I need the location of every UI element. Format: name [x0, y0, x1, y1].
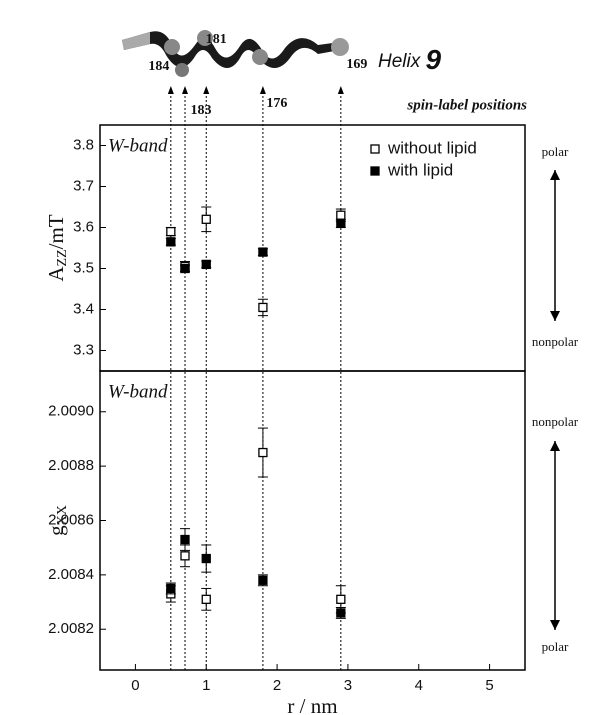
x-tick-label: 5	[485, 677, 493, 694]
residue-label: 183	[191, 103, 212, 118]
side-label: nonpolar	[532, 414, 579, 429]
residue-label: 176	[266, 96, 287, 111]
panel-annotation: W-band	[108, 381, 168, 402]
x-tick-label: 3	[344, 677, 352, 694]
guide-arrow	[203, 86, 210, 94]
guide-arrow	[337, 86, 344, 94]
guide-arrow	[259, 86, 266, 94]
y-tick-label: 2.0086	[48, 511, 94, 528]
positions-label: spin-label positions	[406, 97, 527, 113]
data-point	[336, 210, 346, 220]
data-point	[336, 594, 346, 604]
y-label-main: g	[44, 525, 68, 536]
helix-number: 9	[426, 44, 442, 75]
data-point	[201, 553, 211, 564]
data-point	[258, 247, 268, 257]
y-tick-label: 2.0084	[48, 566, 94, 583]
x-tick-label: 1	[202, 677, 210, 694]
x-tick-label: 0	[131, 677, 139, 694]
data-point	[258, 302, 268, 313]
x-axis-label: r / nm	[287, 694, 337, 715]
y-tick-label: 3.3	[73, 341, 94, 358]
y-tick-label: 3.7	[73, 177, 94, 194]
panel-annotation: W-band	[108, 135, 168, 156]
legend-marker	[370, 166, 380, 176]
side-label: polar	[542, 144, 569, 159]
y-tick-label: 2.0088	[48, 457, 94, 474]
data-point	[336, 218, 346, 229]
data-point	[180, 534, 190, 545]
data-point	[180, 263, 190, 274]
y-tick-label: 3.4	[73, 300, 94, 317]
y-axis-label: AZZ/mT	[44, 214, 70, 281]
data-point	[166, 583, 176, 594]
data-point	[201, 214, 211, 224]
y-tick-label: 2.0082	[48, 620, 94, 637]
side-arrowhead	[550, 170, 560, 180]
data-point	[180, 551, 190, 561]
legend-label: with lipid	[387, 160, 453, 179]
data-point	[336, 608, 346, 618]
y-tick-label: 3.5	[73, 259, 94, 276]
helix-ribbon	[122, 30, 349, 77]
helix-label: Helix 9	[378, 44, 442, 75]
side-label: polar	[542, 639, 569, 654]
x-tick-label: 4	[415, 677, 423, 694]
residue-label: 184	[148, 59, 169, 74]
residue-label: 169	[346, 57, 367, 72]
x-tick-label: 2	[273, 677, 281, 694]
side-arrowhead	[550, 620, 560, 630]
guide-arrow	[182, 86, 188, 94]
y-label-sub: ZZ	[55, 249, 70, 266]
data-point	[166, 226, 176, 237]
y-tick-label: 3.6	[73, 218, 94, 235]
y-tick-label: 3.8	[73, 136, 94, 153]
y-tick-label: 2.0090	[48, 403, 94, 420]
side-arrowhead	[550, 311, 560, 321]
helix-word: Helix	[378, 51, 422, 72]
legend-marker	[370, 144, 380, 154]
y-label-unit: /mT	[44, 214, 68, 249]
side-arrowhead	[550, 441, 560, 451]
residue-label: 181	[206, 32, 227, 47]
guide-arrow	[167, 86, 174, 94]
y-axis-label: gXX	[44, 505, 70, 536]
data-point	[258, 447, 268, 458]
data-point	[258, 575, 268, 585]
plot-frame	[99, 370, 526, 671]
data-point	[201, 259, 211, 270]
y-label-main: A	[44, 266, 68, 282]
data-point	[201, 594, 211, 604]
data-point	[166, 237, 176, 247]
side-label: nonpolar	[532, 334, 579, 349]
legend-label: without lipid	[387, 138, 477, 157]
plot-frame	[99, 124, 526, 372]
y-label-sub: XX	[55, 505, 70, 525]
